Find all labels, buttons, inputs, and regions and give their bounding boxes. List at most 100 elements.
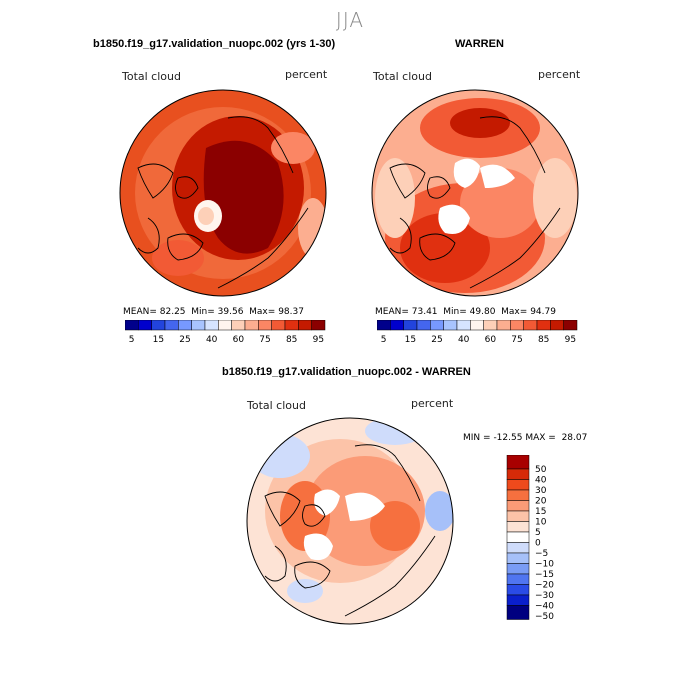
model-colorbar-tick-label: 5	[129, 335, 135, 345]
model-map-border	[119, 89, 327, 297]
diff-polar-map	[246, 417, 454, 625]
diff-colorbar-tick-label: 40	[535, 476, 547, 486]
obs-coastline-1	[389, 163, 426, 199]
diff-max-label: MAX =	[525, 433, 556, 443]
model-colorbar-swatch	[204, 320, 219, 331]
diff-stats: MIN = -12.55 MAX = 28.07	[463, 433, 587, 443]
obs-colorbar: 5 15 25 40 60 75 85 95	[377, 320, 578, 345]
diff-colorbar-swatch	[506, 584, 530, 596]
obs-colorbar-tick-label: 95	[565, 335, 576, 345]
model-colorbar-tick-label: 95	[313, 335, 324, 345]
diff-colorbar-swatch	[506, 489, 530, 501]
obs-colorbar-swatch	[416, 320, 431, 331]
diff-colorbar-swatch	[506, 605, 530, 620]
diff-variable-label: Total cloud	[247, 399, 306, 412]
model-colorbar-tick-label: 85	[286, 335, 297, 345]
model-colorbar-tick-label: 40	[206, 335, 218, 345]
obs-colorbar-swatch	[563, 320, 578, 331]
model-coastline-1	[137, 163, 174, 199]
diff-field-core-2	[370, 501, 420, 551]
model-field-patch-w2	[198, 207, 214, 225]
model-colorbar: 5 15 25 40 60 75 85 95	[125, 320, 326, 345]
model-panel-title: b1850.f19_g17.validation_nuopc.002 (yrs …	[93, 38, 336, 50]
model-colorbar-swatch	[151, 320, 166, 331]
obs-field-west	[375, 158, 415, 238]
obs-missing-region-3	[438, 204, 470, 234]
model-min-label: Min=	[191, 307, 215, 317]
diff-coastline-2	[302, 504, 326, 527]
model-coastline-4	[227, 116, 294, 174]
diff-map-border	[246, 417, 454, 625]
diff-colorbar-swatch	[506, 455, 530, 470]
diff-colorbar-tick-label: −30	[535, 591, 554, 601]
obs-colorbar-swatch	[390, 320, 404, 331]
model-min-value: 39.56	[217, 307, 244, 317]
diff-coastline-6	[264, 545, 287, 582]
obs-field-east	[533, 158, 577, 238]
model-colorbar-swatch	[298, 320, 312, 331]
obs-colorbar-swatch	[470, 320, 484, 331]
model-field-core	[203, 140, 284, 254]
obs-colorbar-swatch	[456, 320, 471, 331]
model-coastline-6	[137, 217, 160, 254]
diff-max-value: 28.07	[561, 433, 588, 443]
diff-units-label: percent	[411, 397, 454, 410]
obs-coastline-2	[427, 176, 451, 199]
diff-missing-region-3	[303, 533, 333, 561]
obs-colorbar-tick-label: 40	[458, 335, 470, 345]
diff-coastline-1	[264, 491, 301, 527]
model-variable-label: Total cloud	[122, 70, 181, 83]
obs-max-label: Max=	[501, 307, 528, 317]
obs-colorbar-tick-label: 85	[538, 335, 549, 345]
diff-colorbar-tick-label: −50	[535, 612, 554, 622]
obs-colorbar-swatch	[536, 320, 551, 331]
model-colorbar-swatch	[231, 320, 246, 331]
model-field-patch-s	[152, 240, 204, 276]
obs-colorbar-swatch	[510, 320, 524, 331]
diff-colorbar-tick-label: 50	[535, 465, 547, 475]
diff-colorbar-tick-label: 10	[535, 518, 547, 528]
obs-min-value: 49.80	[469, 307, 496, 317]
model-mean-label: MEAN=	[123, 307, 157, 317]
obs-field-center	[460, 168, 540, 238]
model-colorbar-swatch	[178, 320, 192, 331]
obs-missing-region-1	[453, 158, 480, 188]
obs-colorbar-tick-label: 25	[431, 335, 442, 345]
model-mean-value: 82.25	[159, 307, 186, 317]
obs-colorbar-swatch	[377, 320, 391, 331]
diff-colorbar-swatch	[506, 479, 530, 491]
model-colorbar-swatch	[271, 320, 286, 331]
obs-coastline-5	[469, 207, 561, 289]
diff-colorbar-tick-label: −15	[535, 570, 554, 580]
model-colorbar-swatch	[125, 320, 139, 331]
model-units-label: percent	[285, 68, 328, 81]
model-colorbar-swatch	[191, 320, 206, 331]
model-coastline-5	[217, 207, 309, 289]
obs-panel-title: WARREN	[455, 38, 504, 50]
diff-coastline-5	[344, 535, 436, 617]
diff-colorbar-swatch	[506, 468, 530, 480]
obs-colorbar-swatch	[430, 320, 444, 331]
diff-colorbar-swatch	[506, 573, 530, 585]
obs-colorbar-tick-label: 60	[485, 335, 497, 345]
diff-colorbar-tick-label: −10	[535, 560, 554, 570]
obs-variable-label: Total cloud	[373, 70, 432, 83]
obs-stats: MEAN= 73.41 Min= 49.80 Max= 94.79	[375, 307, 556, 317]
model-stats: MEAN= 82.25 Min= 39.56 Max= 98.37	[123, 307, 304, 317]
diff-colorbar-tick-label: −5	[535, 549, 548, 559]
diff-field-neg-nw	[250, 434, 310, 478]
model-colorbar-swatch	[244, 320, 259, 331]
obs-colorbar-swatch	[496, 320, 511, 331]
obs-colorbar-swatch	[403, 320, 418, 331]
model-polar-map	[119, 89, 327, 297]
diff-min-value: -12.55	[493, 433, 523, 443]
diff-min-label: MIN =	[463, 433, 491, 443]
obs-colorbar-swatch	[483, 320, 498, 331]
diff-colorbar-tick-label: 15	[535, 507, 546, 517]
diff-colorbar-swatch	[506, 531, 530, 543]
model-max-value: 98.37	[278, 307, 304, 317]
season-title: JJA	[335, 8, 365, 32]
model-colorbar-swatch	[284, 320, 299, 331]
diff-colorbar-tick-label: 20	[535, 497, 547, 507]
diff-colorbar-tick-label: 30	[535, 486, 547, 496]
